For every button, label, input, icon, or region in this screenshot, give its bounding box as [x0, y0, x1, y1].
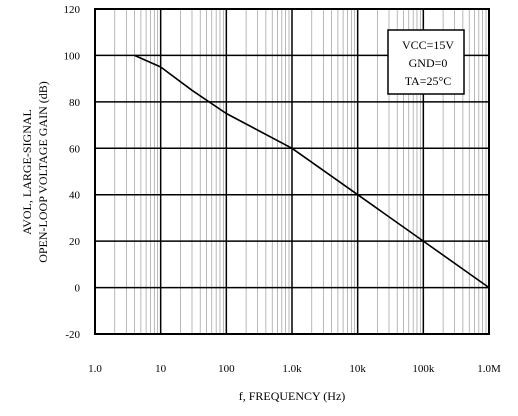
- plot-border: [94, 8, 490, 335]
- gain-curve: [134, 54, 490, 289]
- y-axis-title-line2: OPEN-LOOP VOLTAGE GAIN (dB): [36, 81, 50, 263]
- y-tick-label: -20: [65, 329, 80, 341]
- y-tick-label: 120: [64, 4, 81, 16]
- legend-line-vcc: VCC=15V: [402, 38, 454, 52]
- legend-frame: [387, 29, 465, 95]
- x-axis-title: f, FREQUENCY (Hz): [239, 389, 346, 403]
- legend-line-gnd: GND=0: [409, 56, 448, 70]
- x-tick-label: 1.0: [88, 363, 102, 375]
- x-tick-label: 100k: [412, 363, 435, 375]
- x-tick-label: 100: [218, 363, 235, 375]
- y-tick-labels: 120 100 80 60 40 20 0 -20: [64, 4, 81, 341]
- minor-grid: [114, 9, 487, 334]
- x-tick-label: 1.0k: [282, 363, 302, 375]
- y-tick-label: 20: [69, 236, 81, 248]
- x-tick-label: 10: [155, 363, 167, 375]
- y-tick-label: 100: [64, 50, 81, 62]
- series-layer: [134, 54, 490, 289]
- y-tick-label: 40: [69, 190, 81, 202]
- x-tick-labels: 1.0 10 100 1.0k 10k 100k 1.0M: [88, 363, 501, 375]
- y-tick-label: 0: [75, 283, 81, 295]
- y-tick-label: 60: [69, 143, 81, 155]
- y-axis-title-line1: AVOL, LARGE-SIGNAL: [20, 109, 34, 235]
- y-axis-title: AVOL, LARGE-SIGNAL OPEN-LOOP VOLTAGE GAI…: [20, 81, 50, 263]
- legend-box: VCC=15V GND=0 TA=25°C: [387, 29, 465, 95]
- legend-line-ta: TA=25°C: [405, 74, 452, 88]
- x-tick-label: 10k: [349, 363, 366, 375]
- y-tick-label: 80: [69, 97, 81, 109]
- x-tick-label: 1.0M: [477, 363, 501, 375]
